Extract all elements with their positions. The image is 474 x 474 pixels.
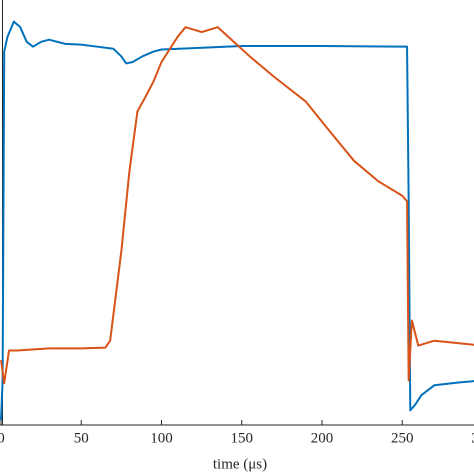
x-axis-label: time (μs) bbox=[213, 456, 267, 472]
x-tick-label: 50 bbox=[74, 430, 89, 446]
x-tick-label: 150 bbox=[231, 430, 254, 446]
series-line bbox=[0, 20, 474, 421]
x-tick-label: 300 bbox=[471, 430, 474, 446]
x-tick-label: 100 bbox=[150, 430, 173, 446]
series-line bbox=[0, 26, 474, 385]
x-tick-label: 250 bbox=[391, 430, 414, 446]
x-tick-label: 0 bbox=[0, 430, 5, 446]
x-tick-label: 200 bbox=[311, 430, 334, 446]
